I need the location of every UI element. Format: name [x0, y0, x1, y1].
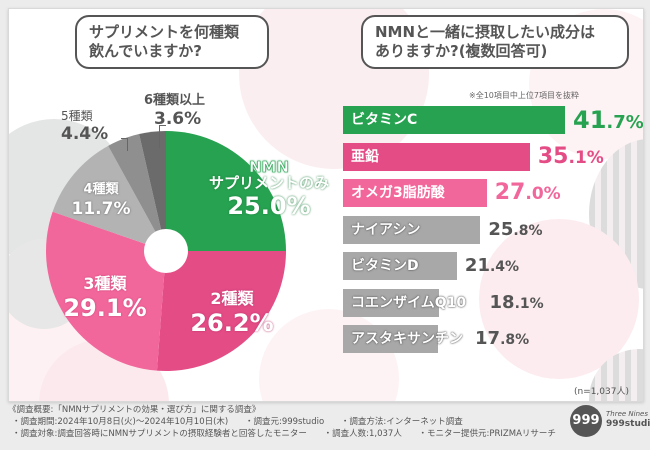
999studio-logo-mark: 999 — [570, 405, 602, 437]
survey-footer: 《調査概要:「NMNサプリメントの効果・選び方」に関する調査》 ・調査期間:20… — [8, 404, 570, 440]
pie-label-nmn-only: NMN サプリメントのみ 25.0% — [199, 159, 339, 220]
pie-value-nmn-only: 25.0% — [227, 192, 311, 220]
pie-slice-5 — [139, 131, 166, 251]
pie-slice-2 — [46, 211, 166, 371]
right-question-line-2: ありますか?(複数回答可) — [375, 42, 548, 60]
footer-heading: 《調査概要:「NMNサプリメントの効果・選び方」に関する調査》 — [8, 405, 261, 415]
pie-label-6-plus-name: 6種類以上 — [144, 93, 206, 108]
pie-label-nmn-line1: NMN — [248, 158, 290, 176]
pie-chart — [46, 131, 286, 371]
right-question-bubble: NMNと一緒に摂取したい成分は ありますか?(複数回答可) — [361, 15, 629, 69]
pie-label-3-types-name: 3種類 — [83, 274, 127, 293]
pie-slice-4 — [108, 134, 166, 251]
pie-value-4-types: 11.7% — [71, 199, 131, 219]
bar — [343, 325, 438, 353]
bar-value-label: 25.8% — [488, 218, 543, 240]
bar-value-label: 35.1% — [537, 143, 604, 169]
pie-label-4-types-name: 4種類 — [83, 182, 119, 197]
bar-category-label: ビタミンD — [351, 258, 419, 274]
bar-category-label: ナイアシン — [351, 221, 421, 238]
bar-category-label: ビタミンC — [351, 112, 418, 128]
footer-row-2: ・調査対象:調査回答時にNMNサプリメントの摂取経験者と回答したモニター ・調査… — [8, 428, 570, 440]
bar — [343, 142, 530, 171]
bar-category-label: 亜鉛 — [351, 148, 379, 165]
callout-line-5 — [121, 138, 128, 151]
footer-count: ・調査人数:1,037人 — [323, 429, 402, 439]
bar-chart-note: ※全10項目中上位7項目を抜粋 — [469, 91, 579, 100]
bar-value-label: 27.0% — [494, 180, 561, 205]
pie-value-2-types: 26.2% — [190, 309, 274, 337]
left-question-line-1: サプリメントを何種類 — [89, 23, 240, 41]
bar — [343, 179, 487, 207]
pie-slice-3 — [52, 145, 166, 251]
footer-target: ・調査対象:調査回答時にNMNサプリメントの摂取経験者と回答したモニター — [12, 429, 307, 439]
footer-row-1: ・調査期間:2024年10月8日(火)〜2024年10月10日(木) ・調査元:… — [8, 416, 570, 428]
pie-label-5-types: 5種類 4.4% — [61, 108, 111, 144]
pie-label-6-plus: 6種類以上 3.6% — [144, 93, 234, 129]
left-question-line-2: 飲んでいますか? — [89, 42, 202, 60]
bar — [343, 215, 481, 244]
pie-value-5-types: 4.4% — [61, 124, 109, 144]
logo-tagline: Three Nines — [606, 410, 648, 418]
bar — [343, 288, 440, 317]
pie-slice-0 — [166, 131, 286, 251]
bar-value-label: 41.7% — [573, 106, 644, 134]
logo-name: 999studio — [606, 419, 650, 429]
bar-category-label: オメガ3脂肪酸 — [351, 185, 445, 201]
bar-value-label: 21.4% — [464, 255, 520, 276]
sample-size-note: (n=1,037人) — [573, 387, 629, 397]
bar-value-label: 18.1% — [489, 291, 544, 313]
bar-category-label: コエンザイムQ10 — [351, 294, 467, 311]
pie-label-nmn-line2: サプリメントのみ — [208, 174, 329, 192]
bar-category-label: アスタキサンチン — [351, 331, 463, 347]
pie-center-hole — [144, 229, 188, 273]
pie-value-3-types: 29.1% — [63, 294, 147, 322]
pie-label-5-types-name: 5種類 — [61, 109, 93, 123]
footer-period: ・調査期間:2024年10月8日(火)〜2024年10月10日(木) — [12, 417, 229, 427]
999studio-logo-text: Three Nines 999studio — [606, 409, 650, 429]
left-question-bubble: サプリメントを何種類 飲んでいますか? — [75, 15, 269, 69]
bar-value-label: 17.8% — [475, 328, 530, 349]
footer-method: ・調査方法:インターネット調査 — [340, 417, 463, 427]
pie-label-2-types: 2種類 26.2% — [177, 289, 287, 337]
pie-slice-1 — [156, 251, 286, 371]
bar — [343, 252, 457, 280]
right-question-line-1: NMNと一緒に摂取したい成分は — [375, 23, 596, 41]
pie-label-2-types-name: 2種類 — [210, 289, 254, 308]
callout-line-6 — [159, 125, 166, 148]
infographic-card: サプリメントを何種類 飲んでいますか? NMNと一緒に摂取したい成分は あります… — [8, 8, 644, 402]
pie-label-4-types: 4種類 11.7% — [61, 181, 141, 220]
footer-provider: ・モニター提供元:PRIZMAリサーチ — [418, 429, 556, 439]
footer-source: ・調査元:999studio — [244, 417, 325, 427]
pie-value-6-plus: 3.6% — [154, 109, 202, 129]
decorative-circle — [479, 219, 639, 379]
bar — [343, 106, 565, 134]
pie-label-3-types: 3種類 29.1% — [55, 274, 155, 322]
